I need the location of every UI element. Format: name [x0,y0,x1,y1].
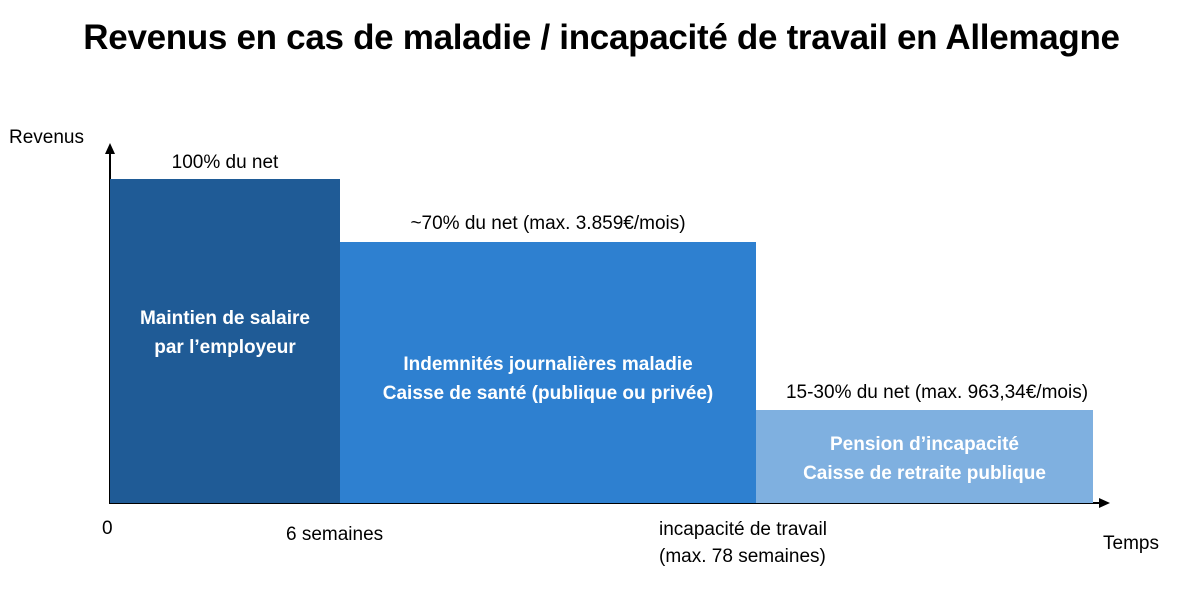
x-axis-label: Temps [1103,533,1159,554]
block-sickness-allowance: Indemnités journalières maladie Caisse d… [340,242,756,503]
origin-label: 0 [102,518,113,539]
block-sickness-top-label: ~70% du net (max. 3.859€/mois) [410,213,686,234]
block-disability-line-1: Pension d’incapacité [829,433,1019,455]
time-marker-6-weeks: 6 semaines [286,524,384,545]
block-disability-pension: Pension d’incapacité Caisse de retraite … [756,410,1093,503]
block-sickness-line-2: Caisse de santé (publique ou privée) [382,382,714,404]
block-sickness-line-1: Indemnités journalières maladie [403,353,693,375]
x-axis-arrow-icon [1099,498,1110,508]
block-employer-top-label: 100% du net [171,152,279,173]
y-axis-label: Revenus [9,127,84,148]
block-employer-salary: Maintien de salaire par l’employeur [110,179,340,503]
time-marker-incapacity-line-1: incapacité de travail [659,519,827,540]
diagram-title: Revenus en cas de maladie / incapacité d… [83,18,1120,57]
y-axis-arrow-icon [105,143,115,154]
time-marker-incapacity-line-2: (max. 78 semaines) [659,546,826,567]
block-employer-line-2: par l’employeur [154,337,296,358]
block-disability-line-2: Caisse de retraite publique [803,462,1046,484]
block-employer-line-1: Maintien de salaire [139,308,310,329]
block-disability-top-label: 15-30% du net (max. 963,34€/mois) [785,382,1089,403]
